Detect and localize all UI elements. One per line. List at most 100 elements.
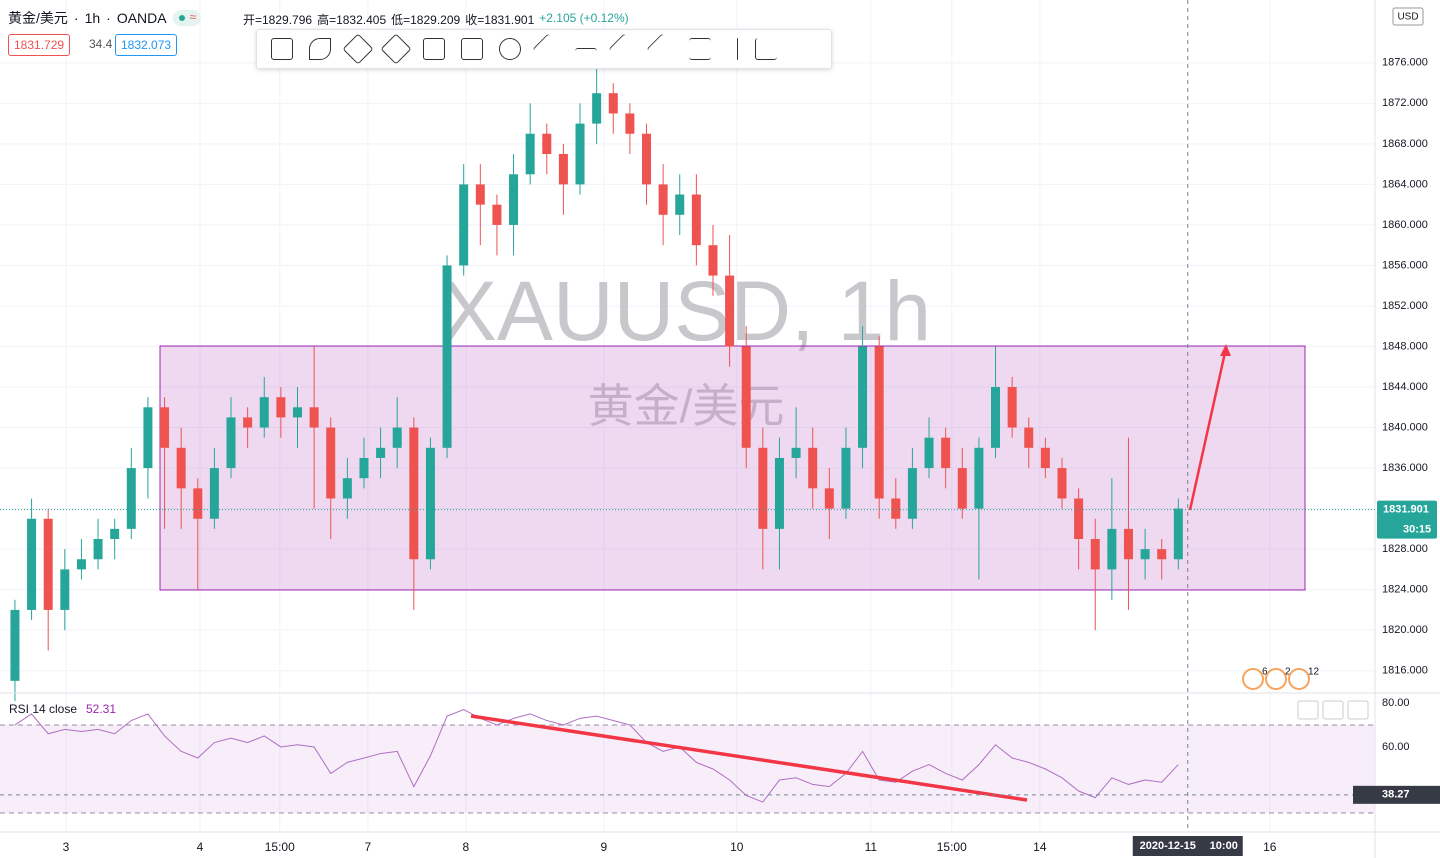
drawing-toolbar bbox=[256, 29, 832, 69]
tool[interactable] bbox=[423, 38, 445, 60]
watermark-sub: 黄金/美元 bbox=[588, 380, 785, 432]
y-tick-label: 1848.000 bbox=[1382, 340, 1428, 352]
pane-button[interactable] bbox=[1322, 700, 1344, 720]
candle-body bbox=[292, 407, 302, 418]
symbol-header: 黄金/美元 · 1h · OANDA ≈ bbox=[8, 8, 201, 28]
candle-body bbox=[243, 417, 253, 428]
x-tick-label: 10 bbox=[730, 840, 744, 854]
candle-body bbox=[957, 468, 967, 509]
y-tick-label: 1852.000 bbox=[1382, 300, 1428, 312]
x-tick-label: 16 bbox=[1263, 840, 1277, 854]
candle-body bbox=[10, 609, 20, 681]
candle-body bbox=[808, 447, 818, 489]
candle-body bbox=[991, 387, 1001, 448]
trend-arrow bbox=[1188, 347, 1228, 511]
open: 开=1829.796 bbox=[243, 13, 313, 27]
candle-body bbox=[725, 275, 735, 347]
event-icon[interactable] bbox=[1265, 668, 1287, 690]
candle-body bbox=[1107, 528, 1117, 570]
watermark: XAUUSD, 1h bbox=[441, 264, 931, 358]
y-tick-label: 1864.000 bbox=[1382, 178, 1428, 190]
candle-body bbox=[824, 488, 834, 509]
candle-body bbox=[1173, 508, 1183, 560]
y-tick-label: 1824.000 bbox=[1382, 584, 1428, 596]
candle-body bbox=[907, 468, 917, 519]
last-price: 1831.901 bbox=[1383, 504, 1429, 516]
event-icon[interactable] bbox=[1242, 668, 1264, 690]
candle-body bbox=[143, 407, 153, 469]
y-tick-label: 1820.000 bbox=[1382, 624, 1428, 636]
tool[interactable] bbox=[755, 38, 777, 60]
tool[interactable] bbox=[532, 33, 564, 65]
candle-body bbox=[475, 184, 485, 205]
candle-body bbox=[27, 518, 37, 610]
x-tick-label: 15:00 bbox=[937, 840, 967, 854]
event-icon[interactable] bbox=[1288, 668, 1310, 690]
event-count: 6 bbox=[1262, 667, 1268, 678]
y-tick-label: 1844.000 bbox=[1382, 381, 1428, 393]
candle-body bbox=[459, 184, 469, 266]
tool[interactable] bbox=[575, 48, 597, 70]
ask[interactable]: 1832.073 bbox=[115, 34, 178, 56]
candle-body bbox=[342, 478, 352, 499]
candle-body bbox=[309, 407, 319, 428]
x-tick-label: 7 bbox=[365, 840, 372, 854]
tool[interactable] bbox=[608, 33, 640, 65]
y-tick-label: 1836.000 bbox=[1382, 462, 1428, 474]
tool[interactable] bbox=[499, 38, 521, 60]
last-price-bg bbox=[1377, 500, 1437, 539]
candle-body bbox=[276, 397, 286, 418]
tool[interactable] bbox=[689, 38, 711, 60]
candle-body bbox=[1024, 427, 1034, 448]
candle-body bbox=[43, 518, 53, 610]
candle-body bbox=[209, 468, 219, 519]
y-tick-label: 1860.000 bbox=[1382, 219, 1428, 231]
candle-body bbox=[1057, 468, 1067, 499]
currency-bg bbox=[1392, 7, 1424, 26]
exchange: OANDA bbox=[116, 10, 167, 26]
candle-body bbox=[1123, 528, 1133, 560]
candle-body bbox=[442, 265, 452, 448]
interval[interactable]: 1h bbox=[84, 10, 101, 26]
tool[interactable] bbox=[271, 38, 293, 60]
tool[interactable] bbox=[342, 33, 374, 65]
tool[interactable] bbox=[646, 33, 678, 65]
rsi-title: RSI 14 close bbox=[9, 702, 77, 716]
candle-body bbox=[924, 437, 934, 469]
x-tick-label: 14 bbox=[1033, 840, 1047, 854]
candle-body bbox=[542, 133, 552, 154]
candle-body bbox=[76, 559, 86, 570]
candle-body bbox=[758, 447, 768, 529]
candle-body bbox=[60, 569, 70, 610]
event-count: 2 bbox=[1285, 667, 1291, 678]
tool[interactable] bbox=[461, 38, 483, 60]
pane-button[interactable] bbox=[1347, 700, 1369, 720]
sep: · bbox=[73, 10, 79, 26]
candle-body bbox=[974, 447, 984, 509]
x-tick-label: 3 bbox=[63, 840, 70, 854]
arrow-head bbox=[1220, 344, 1231, 356]
tool[interactable] bbox=[380, 33, 412, 65]
bid[interactable]: 1831.729 bbox=[8, 34, 71, 56]
candle-body bbox=[741, 346, 751, 448]
candle-body bbox=[1140, 549, 1150, 560]
candle-body bbox=[193, 488, 203, 519]
candle-body bbox=[409, 427, 419, 560]
tool[interactable] bbox=[309, 38, 331, 60]
pane-button[interactable] bbox=[1297, 700, 1319, 720]
symbol[interactable]: 黄金/美元 bbox=[8, 10, 68, 26]
candle-body bbox=[841, 447, 851, 509]
y-tick-label: 1856.000 bbox=[1382, 259, 1428, 271]
candle-body bbox=[326, 427, 336, 499]
rsi-current: 52.31 bbox=[86, 702, 116, 716]
candle-body bbox=[160, 407, 170, 448]
tool[interactable] bbox=[737, 38, 739, 60]
candle-body bbox=[376, 447, 386, 458]
high: 高=1832.405 bbox=[317, 13, 387, 27]
spread: 34.4 bbox=[84, 34, 118, 54]
candle-body bbox=[575, 123, 585, 185]
candle-body bbox=[1040, 447, 1050, 469]
candle-body bbox=[110, 528, 120, 539]
candle-body bbox=[1157, 549, 1167, 560]
